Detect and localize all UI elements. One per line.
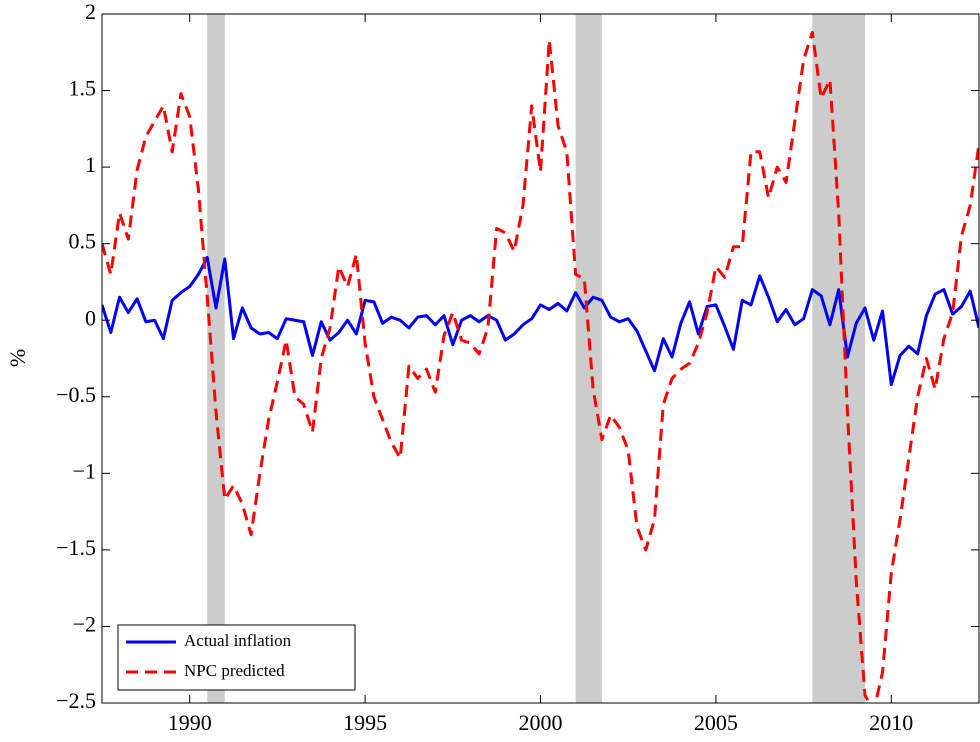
legend: Actual inflation NPC predicted xyxy=(117,624,356,691)
y-tick-label: −2 xyxy=(73,611,96,636)
y-tick-label: −1.5 xyxy=(56,535,96,560)
y-tick-label: 0.5 xyxy=(69,229,97,254)
recession-shade xyxy=(812,14,865,703)
series-line xyxy=(102,255,979,387)
recession-shade xyxy=(575,14,602,703)
x-tick-label: 1990 xyxy=(168,710,212,735)
x-tick-label: 2005 xyxy=(694,710,738,735)
y-tick-label: 1 xyxy=(85,152,96,177)
legend-box xyxy=(117,624,356,691)
legend-label: NPC predicted xyxy=(184,661,285,680)
y-tick-label: −1 xyxy=(73,458,96,483)
recession-shade xyxy=(207,14,225,703)
y-tick-label: 0 xyxy=(85,305,96,330)
y-tick-label: 1.5 xyxy=(69,76,97,101)
plot-area xyxy=(102,14,979,703)
y-tick-label: −0.5 xyxy=(56,382,96,407)
y-axis-label: % xyxy=(5,349,30,367)
x-tick-label: 1995 xyxy=(343,710,387,735)
y-tick-label: −2.5 xyxy=(56,688,96,713)
legend-label: Actual inflation xyxy=(184,631,292,650)
x-tick-label: 2010 xyxy=(869,710,913,735)
x-tick-label: 2000 xyxy=(519,710,563,735)
series-line xyxy=(102,30,979,703)
y-tick-label: 2 xyxy=(85,0,96,24)
